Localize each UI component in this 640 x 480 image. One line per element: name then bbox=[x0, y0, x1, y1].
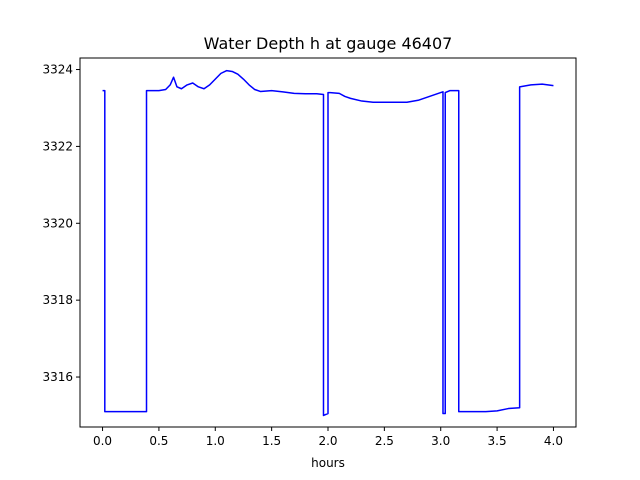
y-tick-label: 3316 bbox=[42, 370, 73, 384]
x-tick-label: 2.0 bbox=[318, 434, 337, 448]
y-tick-label: 3322 bbox=[42, 139, 73, 153]
x-tick-label: 3.5 bbox=[488, 434, 507, 448]
x-tick-label: 0.0 bbox=[93, 434, 112, 448]
y-tick-label: 3320 bbox=[42, 216, 73, 230]
x-tick-label: 2.5 bbox=[375, 434, 394, 448]
series-layer bbox=[102, 69, 554, 417]
x-tick-label: 0.5 bbox=[149, 434, 168, 448]
y-tick-label: 3324 bbox=[42, 63, 73, 77]
series-line bbox=[102, 69, 554, 417]
x-tick-label: 1.5 bbox=[262, 434, 281, 448]
x-axis: 0.0 0.5 1.0 1.5 2.0 2.5 3.0 3.5 4.0 bbox=[93, 427, 563, 448]
y-axis: 3316 3318 3320 3322 3324 bbox=[42, 63, 80, 384]
x-tick-label: 4.0 bbox=[544, 434, 563, 448]
chart-title: Water Depth h at gauge 46407 bbox=[204, 34, 453, 53]
x-tick-label: 1.0 bbox=[206, 434, 225, 448]
x-axis-label: hours bbox=[311, 456, 345, 470]
x-tick-label: 3.0 bbox=[431, 434, 450, 448]
y-tick-label: 3318 bbox=[42, 293, 73, 307]
